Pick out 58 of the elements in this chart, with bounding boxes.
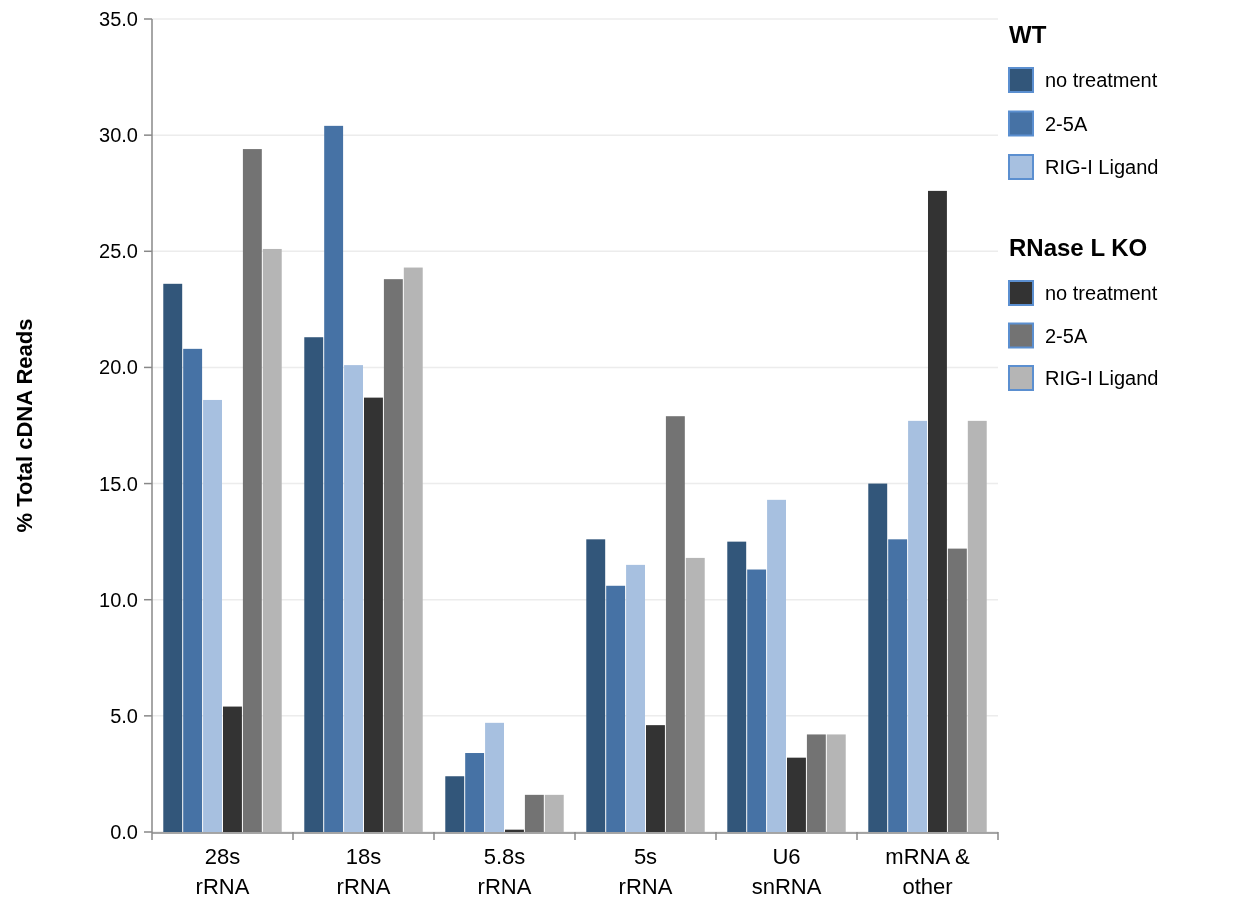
y-tick-label: 10.0: [99, 588, 138, 611]
bar: [445, 776, 465, 832]
bar: [685, 557, 705, 832]
y-tick-label: 30.0: [99, 124, 138, 147]
x-tick-label: U6 snRNA: [751, 844, 822, 899]
bar: [203, 399, 222, 832]
bar: [626, 564, 645, 832]
bar: [947, 548, 967, 832]
bar: [826, 734, 846, 832]
x-tick-label: 28s rRNA: [195, 844, 250, 899]
bar: [806, 734, 826, 832]
bar: [524, 794, 544, 832]
bar: [364, 397, 383, 832]
y-axis-title: % Total cDNA Reads: [12, 318, 37, 533]
bar: [967, 420, 987, 832]
legend-label: no treatment: [1045, 282, 1158, 304]
bar: [928, 190, 947, 832]
bar: [223, 706, 242, 832]
bar: [304, 337, 324, 832]
x-tick-label: 5.8s rRNA: [477, 844, 532, 899]
y-tick-label: 35.0: [99, 8, 138, 30]
bar: [727, 541, 747, 832]
bar: [403, 267, 423, 832]
legend-label: no treatment: [1045, 69, 1158, 91]
bar: [908, 420, 927, 832]
bar: [324, 125, 344, 832]
x-tick-label: 5s rRNA: [618, 844, 673, 899]
bar: [383, 279, 403, 832]
bar: [544, 794, 564, 832]
bar: [747, 569, 767, 832]
bar: [485, 722, 504, 832]
bar: [606, 585, 626, 832]
bar: [868, 483, 888, 832]
bar: [646, 725, 665, 832]
bar: [344, 365, 363, 832]
legend-label: RIG-I Ligand: [1045, 367, 1159, 389]
x-tick-label: 18s rRNA: [336, 844, 391, 899]
bar: [242, 149, 262, 832]
legend-label: RIG-I Ligand: [1045, 156, 1159, 178]
y-tick-label: 5.0: [110, 704, 138, 727]
bar: [262, 248, 282, 832]
bar: [465, 753, 485, 832]
x-tick-label: mRNA & other: [885, 844, 970, 899]
bar: [183, 348, 203, 832]
bar: [586, 539, 606, 832]
legend-label: 2-5A: [1045, 324, 1088, 347]
bar: [665, 416, 685, 832]
bar: [767, 499, 786, 832]
y-tick-label: 0.0: [110, 821, 138, 843]
y-tick-label: 20.0: [99, 356, 138, 379]
legend-label: 2-5A: [1045, 112, 1088, 135]
bar: [163, 283, 183, 832]
bar: [787, 757, 806, 832]
legend-title: WT: [1009, 21, 1047, 48]
bar: [888, 539, 908, 832]
y-tick-label: 15.0: [99, 472, 138, 495]
y-tick-label: 25.0: [99, 240, 138, 263]
text: RNase L KO: [1009, 234, 1148, 261]
